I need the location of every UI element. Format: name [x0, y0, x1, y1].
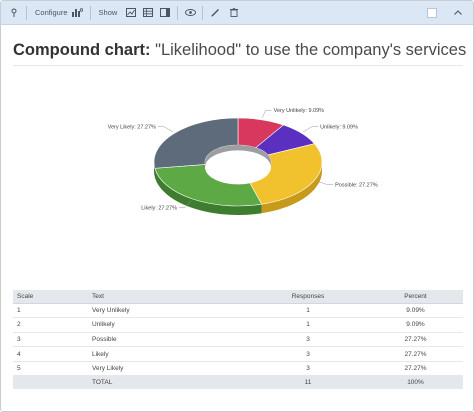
header-percent: Percent — [368, 290, 463, 304]
cell-percent: 9.09% — [368, 303, 463, 319]
cell-responses: 3 — [248, 346, 368, 362]
show-menu[interactable]: Show — [96, 1, 121, 25]
cell-scale: 5 — [13, 361, 88, 377]
label-leader-3 — [179, 200, 192, 208]
configure-label: Configure — [35, 8, 68, 17]
label-leader-4 — [157, 126, 174, 133]
slice-label-1: Unlikely: 9.09% — [320, 125, 358, 131]
cell-responses: 1 — [248, 317, 368, 333]
header-responses: Responses — [248, 290, 368, 304]
trash-icon — [227, 6, 241, 20]
slice-label-2: Possible: 27.27% — [335, 182, 378, 188]
table-row: 1 Very Unlikely 1 9.09% — [13, 303, 463, 319]
toolbar-divider — [202, 5, 204, 20]
cell-scale: 4 — [13, 346, 88, 362]
results-table: Scale Text Responses Percent 1 Very Unli… — [13, 290, 463, 389]
pencil-icon — [208, 6, 222, 20]
toolbar-divider — [89, 5, 91, 20]
toolbar-divider — [26, 5, 27, 20]
cell-text: Very Likely — [88, 361, 248, 377]
configure-button[interactable]: Configure — [32, 1, 71, 25]
label-leader-0 — [262, 109, 272, 118]
select-checkbox[interactable] — [427, 7, 437, 18]
page-title: Compound chart: "Likelihood" to use the … — [13, 41, 466, 60]
donut-chart: Very Unlikely: 9.09% Unlikely: 9.09% Possi… — [108, 108, 378, 215]
cell-scale: 1 — [13, 303, 88, 319]
table-row: 4 Likely 3 27.27% — [13, 346, 463, 362]
cell-responses: 3 — [248, 332, 368, 348]
toolbar-divider — [177, 5, 179, 20]
cell-responses: 3 — [248, 361, 368, 377]
cell-percent: 27.27% — [368, 361, 463, 377]
pin-icon — [7, 6, 21, 20]
show-table-button[interactable] — [141, 1, 155, 25]
cell-scale: 3 — [13, 332, 88, 348]
header-scale: Scale — [13, 290, 88, 304]
delete-button[interactable] — [227, 1, 241, 25]
table-icon — [141, 6, 155, 20]
slice-label-0: Very Unlikely: 9.09% — [274, 108, 325, 114]
donut-hole-wall — [205, 145, 271, 168]
title-text: "Likelihood" to use the company's servic… — [150, 41, 467, 59]
chart-settings-icon — [71, 6, 85, 20]
cell-text: Likely — [88, 346, 248, 362]
eye-icon — [183, 6, 197, 20]
total-percent: 100% — [368, 375, 463, 389]
collapse-button[interactable] — [451, 1, 465, 25]
title-prefix: Compound chart: — [13, 41, 151, 59]
edit-button[interactable] — [208, 1, 222, 25]
show-panel-button[interactable] — [158, 1, 172, 25]
chart-type-button[interactable] — [71, 1, 85, 25]
cell-percent: 27.27% — [368, 346, 463, 362]
label-leader-1 — [302, 126, 319, 133]
toolbar: Configure Show — [1, 1, 473, 25]
image-chart-icon — [124, 6, 138, 20]
table-row: 3 Possible 3 27.27% — [13, 332, 463, 348]
donut-hole — [205, 150, 271, 185]
total-label: TOTAL — [88, 375, 248, 389]
slice-side-2 — [261, 162, 322, 214]
preview-button[interactable] — [183, 1, 197, 25]
panel-icon — [158, 6, 172, 20]
cell-scale: 2 — [13, 317, 88, 333]
cell-responses: 1 — [248, 303, 368, 319]
header-text: Text — [88, 290, 248, 304]
slice-label-4: Very Likely: 27.27% — [108, 125, 156, 131]
total-responses: 11 — [248, 375, 368, 389]
table-header-row: Scale Text Responses Percent — [13, 290, 463, 304]
slice-label-3: Likely: 27.27% — [141, 205, 177, 211]
total-cell-scale — [13, 375, 88, 389]
chevron-up-icon — [451, 6, 465, 20]
cell-text: Possible — [88, 332, 248, 348]
cell-percent: 27.27% — [368, 332, 463, 348]
table-row: 5 Very Likely 3 27.27% — [13, 361, 463, 377]
show-chart-button[interactable] — [124, 1, 138, 25]
cell-text: Unlikely — [88, 317, 248, 333]
table-total-row: TOTAL 11 100% — [13, 375, 463, 389]
table-row: 2 Unlikely 1 9.09% — [13, 317, 463, 333]
title-divider — [13, 65, 463, 66]
show-label: Show — [98, 8, 118, 17]
drag-handle[interactable] — [7, 1, 21, 25]
label-leader-2 — [316, 180, 334, 185]
cell-percent: 9.09% — [368, 317, 463, 333]
cell-text: Very Unlikely — [88, 303, 248, 319]
slice-side-3 — [154, 168, 262, 215]
